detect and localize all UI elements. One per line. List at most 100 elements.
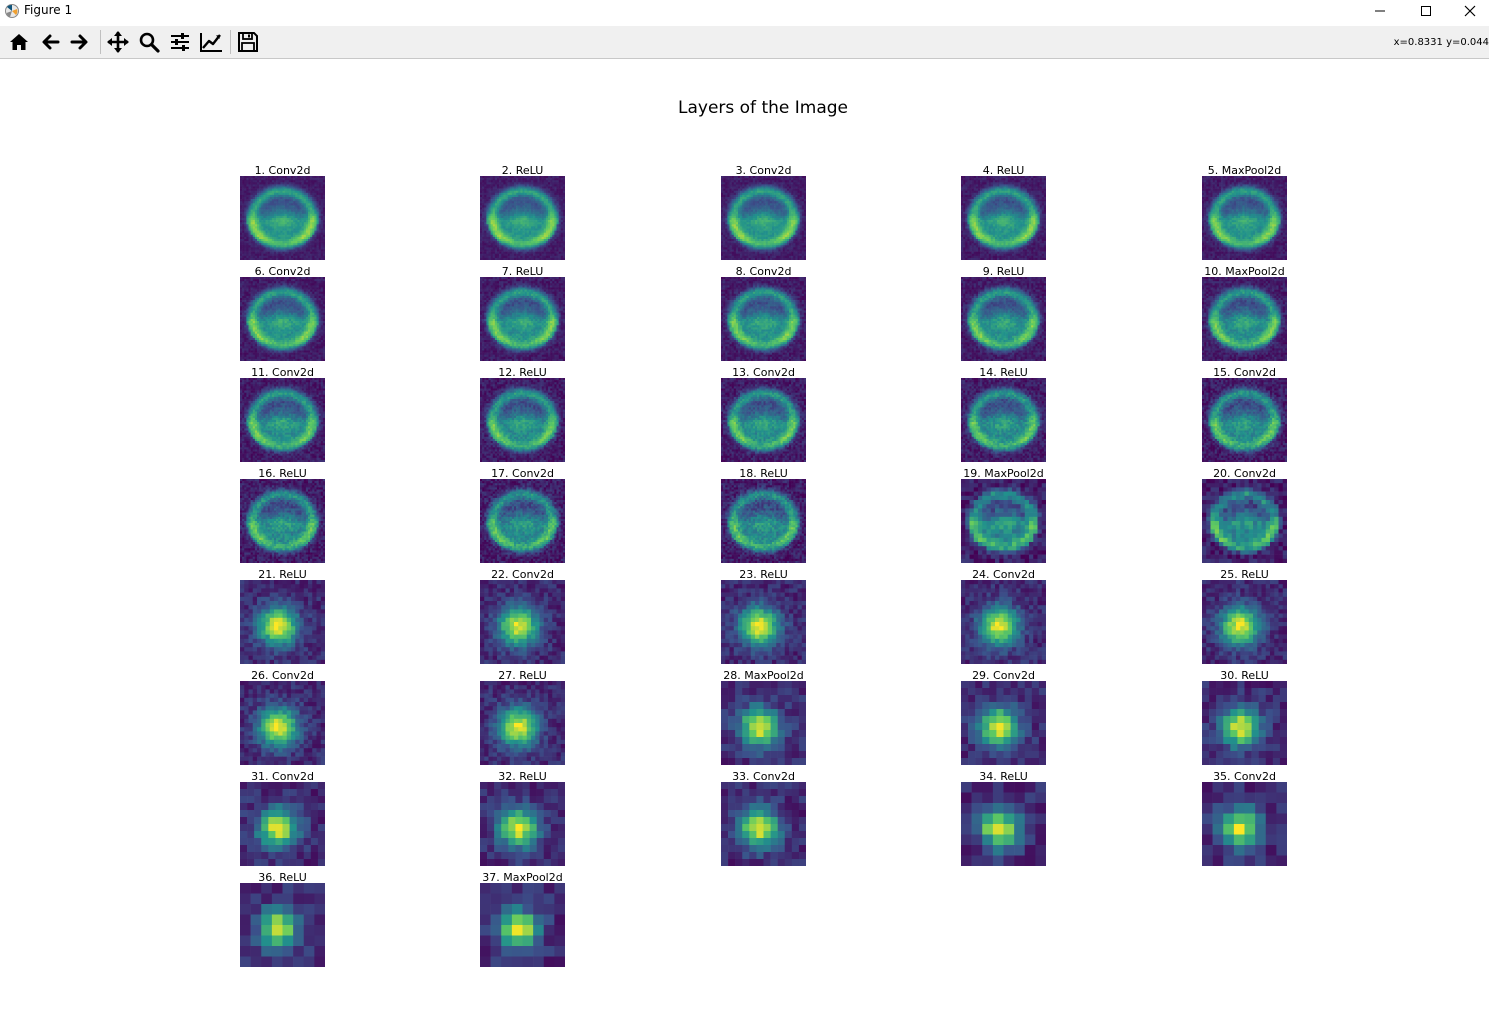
arrow-left-icon [42, 34, 60, 50]
layer-subplot-title: 35. Conv2d [1162, 770, 1327, 783]
layer-subplot-title: 22. Conv2d [440, 568, 605, 581]
layer-subplot-title: 28. MaxPool2d [681, 669, 846, 682]
layer-subplot-title: 33. Conv2d [681, 770, 846, 783]
layer-subplot-title: 16. ReLU [200, 467, 365, 480]
feature-map-image [480, 378, 565, 462]
feature-map-image [721, 580, 806, 664]
feature-map-image [480, 580, 565, 664]
feature-map-image [721, 378, 806, 462]
navigation-toolbar: x=0.8331 y=0.044 [0, 26, 1489, 59]
layer-subplot-title: 8. Conv2d [681, 265, 846, 278]
feature-map-image [721, 479, 806, 563]
feature-map-image [240, 883, 325, 967]
minimize-button[interactable] [1357, 0, 1403, 22]
layer-subplot-title: 9. ReLU [921, 265, 1086, 278]
layer-subplot-title: 15. Conv2d [1162, 366, 1327, 379]
cursor-coordinates: x=0.8331 y=0.044 [1394, 37, 1489, 48]
layer-subplot-title: 20. Conv2d [1162, 467, 1327, 480]
zoom-button[interactable] [135, 28, 163, 56]
feature-map-image [240, 580, 325, 664]
layer-subplot-title: 24. Conv2d [921, 568, 1086, 581]
feature-map-image [721, 277, 806, 361]
layer-subplot-title: 29. Conv2d [921, 669, 1086, 682]
layer-subplot-title: 17. Conv2d [440, 467, 605, 480]
layer-subplot-title: 36. ReLU [200, 871, 365, 884]
layer-subplot-title: 31. Conv2d [200, 770, 365, 783]
window-title: Figure 1 [24, 3, 72, 17]
matplotlib-app-icon [4, 3, 20, 19]
layer-subplot-title: 25. ReLU [1162, 568, 1327, 581]
feature-map-image [240, 378, 325, 462]
feature-map-image [1202, 378, 1287, 462]
feature-map-image [240, 176, 325, 260]
edit-axes-button[interactable] [197, 28, 225, 56]
figure-suptitle: Layers of the Image [0, 98, 1489, 118]
feature-map-image [961, 681, 1046, 765]
save-button[interactable] [234, 28, 262, 56]
layer-subplot-title: 5. MaxPool2d [1162, 164, 1327, 177]
layer-subplot-title: 4. ReLU [921, 164, 1086, 177]
maximize-button[interactable] [1403, 0, 1449, 22]
layer-subplot-title: 19. MaxPool2d [921, 467, 1086, 480]
layer-subplot-title: 2. ReLU [440, 164, 605, 177]
feature-map-image [961, 782, 1046, 866]
feature-map-image [480, 277, 565, 361]
feature-map-image [1202, 580, 1287, 664]
toolbar-separator [230, 30, 231, 54]
configure-subplots-button[interactable] [166, 28, 194, 56]
layer-subplot-title: 21. ReLU [200, 568, 365, 581]
sliders-icon [171, 33, 189, 51]
layer-subplot-title: 1. Conv2d [200, 164, 365, 177]
feature-map-image [480, 176, 565, 260]
close-button[interactable] [1447, 0, 1489, 22]
toolbar-separator [100, 30, 101, 54]
back-button[interactable] [36, 28, 64, 56]
feature-map-image [721, 681, 806, 765]
feature-map-image [240, 681, 325, 765]
feature-map-image [1202, 681, 1287, 765]
home-button[interactable] [5, 28, 33, 56]
arrow-right-icon [70, 34, 88, 50]
window-titlebar: Figure 1 [0, 0, 1489, 22]
layer-subplot-title: 27. ReLU [440, 669, 605, 682]
feature-map-image [480, 782, 565, 866]
layer-subplot-title: 32. ReLU [440, 770, 605, 783]
feature-map-image [961, 479, 1046, 563]
layer-subplot-title: 26. Conv2d [200, 669, 365, 682]
feature-map-image [1202, 277, 1287, 361]
feature-map-image [1202, 176, 1287, 260]
feature-map-image [961, 277, 1046, 361]
close-icon [1464, 5, 1476, 17]
layer-subplot-title: 13. Conv2d [681, 366, 846, 379]
layer-subplot-title: 12. ReLU [440, 366, 605, 379]
pan-button[interactable] [104, 28, 132, 56]
maximize-icon [1421, 6, 1431, 16]
home-icon [10, 34, 28, 50]
feature-map-image [961, 580, 1046, 664]
layer-subplot-title: 14. ReLU [921, 366, 1086, 379]
feature-map-image [240, 277, 325, 361]
magnifier-icon [139, 32, 160, 53]
minimize-icon [1375, 10, 1385, 12]
layer-subplot-title: 30. ReLU [1162, 669, 1327, 682]
feature-map-image [721, 782, 806, 866]
forward-button[interactable] [66, 28, 94, 56]
feature-map-image [1202, 782, 1287, 866]
line-chart-icon [200, 33, 222, 52]
feature-map-image [721, 176, 806, 260]
layer-subplot-title: 6. Conv2d [200, 265, 365, 278]
feature-map-image [961, 176, 1046, 260]
layer-subplot-title: 18. ReLU [681, 467, 846, 480]
layer-subplot-title: 7. ReLU [440, 265, 605, 278]
layer-subplot-title: 10. MaxPool2d [1162, 265, 1327, 278]
layer-subplot-title: 23. ReLU [681, 568, 846, 581]
feature-map-image [240, 782, 325, 866]
layer-subplot-title: 3. Conv2d [681, 164, 846, 177]
feature-map-image [480, 883, 565, 967]
feature-map-image [240, 479, 325, 563]
layer-subplot-title: 34. ReLU [921, 770, 1086, 783]
feature-map-image [961, 378, 1046, 462]
feature-map-image [480, 479, 565, 563]
feature-map-image [480, 681, 565, 765]
layer-subplot-title: 37. MaxPool2d [440, 871, 605, 884]
